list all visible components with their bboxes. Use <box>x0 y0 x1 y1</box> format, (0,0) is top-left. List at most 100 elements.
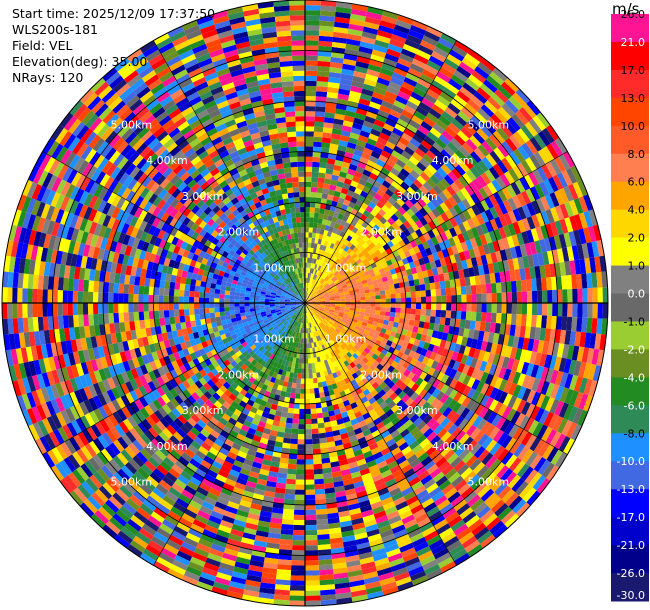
radar-gate <box>405 303 412 309</box>
radar-gate <box>522 337 530 351</box>
radar-gate <box>305 444 313 450</box>
radar-gate <box>352 422 361 431</box>
radar-gate <box>357 380 365 388</box>
radar-gate <box>443 420 455 432</box>
radar-gate <box>490 312 497 324</box>
radar-gate <box>379 314 385 320</box>
radar-gate <box>329 306 335 310</box>
radar-gate <box>569 330 577 346</box>
radar-gate <box>219 311 226 317</box>
radar-gate <box>554 400 565 416</box>
radar-gate <box>312 309 317 314</box>
radar-gate <box>2 303 8 319</box>
radar-gate <box>317 422 325 429</box>
radar-gate <box>435 362 444 372</box>
radar-gate <box>329 308 335 311</box>
radar-gate <box>93 313 100 326</box>
radar-gate <box>380 469 393 479</box>
radar-gate <box>282 508 295 515</box>
radar-gate <box>406 454 418 464</box>
radar-gate <box>138 285 145 295</box>
radar-gate <box>570 424 582 441</box>
radar-gate <box>321 333 326 339</box>
radar-gate <box>336 340 343 347</box>
radar-gate <box>317 310 323 315</box>
radar-gate <box>329 309 335 313</box>
radar-gate <box>512 426 524 441</box>
radar-gate <box>372 333 379 340</box>
radar-gate <box>369 425 379 434</box>
radar-gate <box>394 387 403 396</box>
radar-gate <box>209 307 215 314</box>
radar-gate <box>399 346 407 354</box>
radar-gate <box>389 311 396 318</box>
radar-gate <box>397 505 411 516</box>
radar-gate <box>402 385 411 395</box>
radar-gate <box>484 396 494 410</box>
radar-gate <box>466 366 475 377</box>
radar-gate <box>339 306 346 310</box>
radar-gate <box>526 376 536 390</box>
radar-gate <box>366 437 377 447</box>
radar-gate <box>365 303 371 307</box>
radar-gate <box>431 330 439 339</box>
radar-gate <box>312 309 317 314</box>
radar-gate <box>164 280 171 289</box>
radar-gate <box>168 303 174 311</box>
radar-gate <box>316 318 321 324</box>
radar-gate <box>504 324 511 336</box>
radar-gate <box>465 398 476 411</box>
radar-gate <box>319 437 328 444</box>
radar-gate <box>429 351 438 361</box>
radar-gate <box>307 306 312 312</box>
radar-gate <box>463 490 478 504</box>
radar-gate <box>414 386 424 396</box>
radar-gate <box>443 325 450 334</box>
radar-gate <box>432 345 440 354</box>
radar-gate <box>350 418 359 426</box>
radar-gate <box>355 322 362 328</box>
radar-gate <box>291 428 299 435</box>
radar-gate <box>446 452 459 465</box>
radar-gate <box>465 514 480 528</box>
radar-gate <box>57 315 64 329</box>
radar-gate <box>408 400 418 411</box>
radar-gate <box>298 418 305 425</box>
radar-gate <box>305 479 315 485</box>
radar-gate <box>462 511 477 524</box>
radar-gate <box>128 293 134 303</box>
radar-gate <box>405 523 420 534</box>
radar-gate <box>329 339 335 346</box>
radar-gate <box>515 314 522 326</box>
radar-gate <box>183 309 190 316</box>
radar-gate <box>179 283 186 291</box>
radar-gate <box>388 316 395 322</box>
radar-gate <box>108 292 114 303</box>
radar-gate <box>345 321 352 326</box>
radar-gate <box>407 527 422 539</box>
radar-gate <box>403 518 418 530</box>
radar-gate <box>362 428 372 437</box>
radar-gate <box>415 512 429 524</box>
radar-gate <box>540 381 550 396</box>
radar-gate <box>404 313 411 320</box>
radar-gate <box>305 565 320 571</box>
radar-gate <box>378 318 385 324</box>
radar-gate <box>365 404 374 413</box>
radar-gate <box>536 424 548 440</box>
radar-gate <box>312 377 318 384</box>
radar-gate <box>368 442 379 451</box>
radar-gate <box>204 308 210 314</box>
radar-gate <box>399 509 413 520</box>
radar-gate <box>486 303 492 313</box>
radar-gate <box>487 495 502 510</box>
radar-gate <box>82 291 89 303</box>
radar-gate <box>389 487 402 497</box>
radar-gate <box>511 303 518 315</box>
radar-gate <box>453 326 460 336</box>
radar-gate <box>326 369 333 376</box>
radar-gate <box>315 303 321 305</box>
radar-gate <box>320 303 326 306</box>
radar-gate <box>341 372 348 380</box>
radar-gate <box>545 429 557 445</box>
